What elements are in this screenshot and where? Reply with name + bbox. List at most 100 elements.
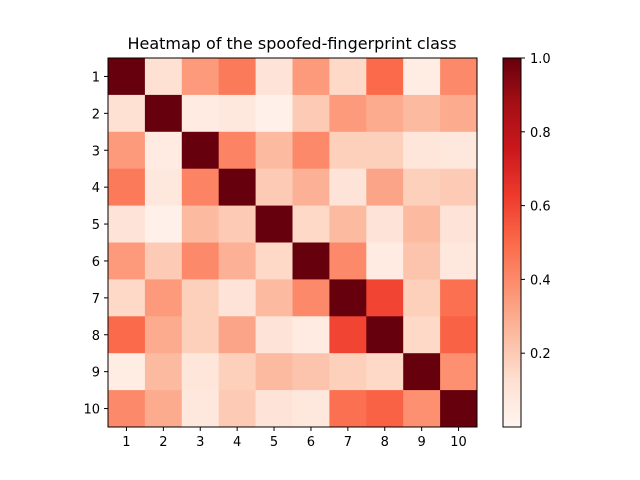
heatmap-cell-r8-c9	[403, 316, 441, 354]
heatmap-cell-r2-c1	[108, 94, 146, 133]
heatmap-cell-r3-c3	[181, 131, 220, 170]
y-tick-label: 1	[92, 70, 100, 85]
heatmap-cell-r9-c8	[366, 353, 404, 391]
x-tick-label: 2	[159, 435, 167, 450]
heatmap-cell-r4-c10	[440, 168, 478, 207]
heatmap-cell-r3-c9	[403, 131, 441, 170]
heatmap-cells	[108, 58, 478, 428]
heatmap-cell-r8-c7	[329, 316, 367, 354]
heatmap-cell-r5-c1	[108, 205, 146, 243]
colorbar-tick-label: 0.8	[530, 126, 551, 141]
heatmap-cell-r10-c8	[366, 390, 404, 428]
y-tick-label: 6	[92, 255, 100, 270]
heatmap-cell-r5-c8	[366, 205, 404, 243]
heatmap-cell-r10-c2	[144, 390, 183, 428]
heatmap-cell-r1-c7	[329, 58, 367, 96]
x-tick-label: 7	[344, 435, 352, 450]
heatmap-cell-r7-c4	[218, 279, 257, 317]
heatmap-cell-r8-c5	[255, 316, 293, 354]
x-tick-label: 8	[381, 435, 389, 450]
heatmap-cell-r5-c6	[292, 205, 330, 243]
heatmap-cell-r4-c4	[218, 168, 257, 207]
colorbar-tick-label: 0.4	[530, 273, 551, 288]
heatmap-cell-r4-c5	[255, 168, 293, 207]
heatmap-cell-r10-c7	[329, 390, 367, 428]
heatmap-cell-r1-c6	[292, 58, 330, 96]
heatmap-cell-r6-c7	[329, 242, 367, 280]
heatmap-cell-r10-c1	[108, 390, 146, 428]
heatmap-cell-r8-c6	[292, 316, 330, 354]
plot-frame	[107, 57, 478, 428]
heatmap-cell-r3-c8	[366, 131, 404, 170]
heatmap-cell-r6-c2	[144, 242, 183, 280]
heatmap-cell-r5-c9	[403, 205, 441, 243]
heatmap-cell-r7-c9	[403, 279, 441, 317]
heatmap-cell-r9-c5	[255, 353, 293, 391]
heatmap-cell-r8-c4	[218, 316, 257, 354]
heatmap-cell-r1-c4	[218, 58, 257, 96]
heatmap-cell-r3-c2	[144, 131, 183, 170]
heatmap-cell-r9-c10	[440, 353, 478, 391]
heatmap-cell-r9-c3	[181, 353, 220, 391]
heatmap-cell-r9-c9	[403, 353, 441, 391]
heatmap-cell-r7-c8	[366, 279, 404, 317]
heatmap-cell-r4-c6	[292, 168, 330, 207]
heatmap-cell-r7-c7	[329, 279, 367, 317]
heatmap-cell-r1-c10	[440, 58, 478, 96]
heatmap-cell-r7-c3	[181, 279, 220, 317]
heatmap-cell-r3-c10	[440, 131, 478, 170]
heatmap-cell-r4-c9	[403, 168, 441, 207]
heatmap-cell-r4-c7	[329, 168, 367, 207]
heatmap-cell-r1-c1	[108, 58, 146, 96]
heatmap-cell-r2-c8	[366, 94, 404, 133]
heatmap-cell-r6-c3	[181, 242, 220, 280]
heatmap-cell-r7-c5	[255, 279, 293, 317]
heatmap-cell-r9-c4	[218, 353, 257, 391]
heatmap-cell-r2-c5	[255, 94, 293, 133]
heatmap-cell-r6-c4	[218, 242, 257, 280]
heatmap-cell-r6-c5	[255, 242, 293, 280]
heatmap-cell-r7-c1	[108, 279, 146, 317]
heatmap-cell-r3-c5	[255, 131, 293, 170]
heatmap-cell-r9-c7	[329, 353, 367, 391]
heatmap-cell-r10-c5	[255, 390, 293, 428]
heatmap-cell-r5-c4	[218, 205, 257, 243]
heatmap-cell-r2-c6	[292, 94, 330, 133]
x-tick-label: 6	[307, 435, 315, 450]
y-tick-label: 9	[92, 366, 100, 381]
heatmap-cell-r1-c5	[255, 58, 293, 96]
heatmap-cell-r4-c8	[366, 168, 404, 207]
heatmap-cell-r8-c8	[366, 316, 404, 354]
heatmap-cell-r6-c8	[366, 242, 404, 280]
heatmap-cell-r1-c3	[181, 58, 220, 96]
y-tick-label: 2	[92, 107, 100, 122]
heatmap-cell-r2-c10	[440, 94, 478, 133]
heatmap-cell-r10-c9	[403, 390, 441, 428]
x-tick-label: 5	[270, 435, 278, 450]
chart-title: Heatmap of the spoofed-fingerprint class	[127, 34, 456, 53]
heatmap-cell-r2-c9	[403, 94, 441, 133]
heatmap-cell-r3-c1	[108, 131, 146, 170]
y-tick-label: 8	[92, 329, 100, 344]
heatmap-cell-r8-c3	[181, 316, 220, 354]
heatmap-cell-r6-c9	[403, 242, 441, 280]
heatmap-cell-r8-c1	[108, 316, 146, 354]
heatmap-cell-r4-c1	[108, 168, 146, 207]
heatmap-cell-r7-c2	[144, 279, 183, 317]
y-tick-label: 7	[92, 292, 100, 307]
heatmap-cell-r5-c5	[255, 205, 293, 243]
heatmap-cell-r2-c7	[329, 94, 367, 133]
heatmap-cell-r3-c4	[218, 131, 257, 170]
heatmap-cell-r2-c2	[144, 94, 183, 133]
heatmap-cell-r5-c2	[144, 205, 183, 243]
heatmap-cell-r1-c2	[144, 58, 183, 96]
heatmap-cell-r7-c6	[292, 279, 330, 317]
colorbar-tick-label: 1.0	[530, 52, 551, 67]
heatmap-cell-r1-c9	[403, 58, 441, 96]
x-tick-label: 10	[450, 435, 467, 450]
heatmap-cell-r3-c7	[329, 131, 367, 170]
heatmap-cell-r9-c2	[144, 353, 183, 391]
heatmap-cell-r3-c6	[292, 131, 330, 170]
heatmap-cell-r6-c6	[292, 242, 330, 280]
heatmap-cell-r4-c3	[181, 168, 220, 207]
